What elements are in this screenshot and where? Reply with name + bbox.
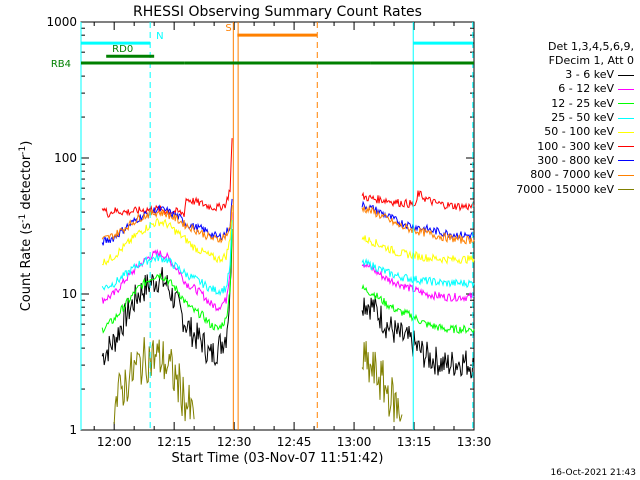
x-tick-label: 12:00 [97,435,132,449]
legend-entry: 12 - 25 keV [516,97,634,111]
legend-swatch [618,174,634,176]
x-tick-label: 12:15 [157,435,192,449]
x-tick-label: 13:00 [337,435,372,449]
series-line-5 [101,138,475,218]
y-axis-label: Count Rate (s-1 detector-1) [18,141,34,312]
series-line-7 [101,205,475,245]
y-tick-label: 1 [69,423,77,437]
legend-swatch [618,88,634,90]
legend-swatch [618,160,634,162]
legend-entry: 6 - 12 keV [516,82,634,96]
x-tick-label: 13:15 [397,435,432,449]
legend-swatch [618,74,634,76]
legend-entry-label: 100 - 300 keV [537,139,614,153]
x-tick-label: 13:30 [457,435,492,449]
legend-entry: 7000 - 15000 keV [516,182,634,196]
x-tick-label: 12:45 [277,435,312,449]
legend-entry-label: 300 - 800 keV [537,153,614,167]
series-line-1 [101,212,475,312]
series-line-0 [101,229,475,379]
series-line-3 [101,219,475,297]
x-axis-label: Start Time (03-Nov-07 11:51:42) [172,451,384,466]
legend-swatch [618,103,634,105]
state-bar-label: RD0 [112,44,133,55]
legend-entry-label: 6 - 12 keV [558,82,614,96]
legend-header-2: FDecim 1, Att 0 [548,54,634,67]
y-tick-label: 1000 [46,15,77,29]
series-line-8 [113,337,403,424]
legend-swatch [618,131,634,133]
series-line-2 [101,229,475,335]
state-bar-label: S [225,23,231,34]
legend-entry-label: 25 - 50 keV [551,111,614,125]
legend-entry-label: 50 - 100 keV [544,125,614,139]
legend: Det 1,3,4,5,6,9, FDecim 1, Att 0 3 - 6 k… [516,40,634,197]
legend-entry-label: 800 - 7000 keV [530,168,614,182]
series-line-6 [101,198,475,246]
legend-entry-label: 12 - 25 keV [551,96,614,110]
state-bar-label: N [156,31,163,42]
legend-swatch [618,189,634,191]
chart-title: RHESSI Observing Summary Count Rates [133,4,422,20]
y-tick-label: 10 [62,287,77,301]
legend-swatch [618,146,634,148]
plot-frame [80,21,475,431]
legend-entry: 50 - 100 keV [516,125,634,139]
legend-entry: 100 - 300 keV [516,139,634,153]
state-bar-label: RB4 [51,59,71,70]
legend-entry: 800 - 7000 keV [516,168,634,182]
legend-rows: 3 - 6 keV 6 - 12 keV 12 - 25 keV 25 - 50 ke… [516,68,634,197]
legend-entry: 25 - 50 keV [516,111,634,125]
legend-entry: 300 - 800 keV [516,154,634,168]
y-tick-label: 100 [54,151,77,165]
x-tick-label: 12:30 [217,435,252,449]
legend-header-1: Det 1,3,4,5,6,9, [547,40,634,53]
series-line-4 [102,205,475,266]
legend-entry: 3 - 6 keV [516,68,634,82]
timestamp: 16-Oct-2021 21:43 [550,468,636,478]
legend-entry-label: 7000 - 15000 keV [516,182,614,196]
legend-entry-label: 3 - 6 keV [565,68,614,82]
legend-swatch [618,117,634,119]
